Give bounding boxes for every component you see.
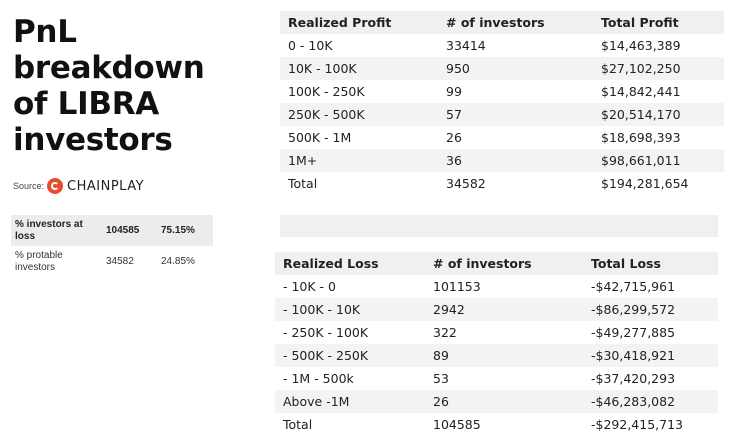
- table-row: 500K - 1M 26 $18,698,393: [280, 126, 724, 149]
- loss-table-body: - 10K - 0 101153 -$42,715,961- 100K - 10K 2…: [275, 275, 718, 436]
- table-cell: - 1M - 500k: [275, 367, 425, 390]
- table-row: - 10K - 0 101153 -$42,715,961: [275, 275, 718, 298]
- table-cell: 99: [438, 80, 593, 103]
- profit-table-body: 0 - 10K 33414 $14,463,389 10K - 100K 950 $27,…: [280, 34, 724, 195]
- summary-count: 34582: [106, 256, 134, 267]
- table-cell: 250K - 500K: [280, 103, 438, 126]
- table-row: 250K - 500K 57 $20,514,170: [280, 103, 724, 126]
- table-cell: -$292,415,713: [583, 413, 718, 436]
- table-cell: 104585: [425, 413, 583, 436]
- source-label: Source:: [13, 181, 45, 191]
- table-cell: 500K - 1M: [280, 126, 438, 149]
- table-row: % protable investors 34582 24.85%: [11, 246, 213, 277]
- summary-pct: 75.15%: [157, 215, 213, 246]
- table-row: Total 104585 -$292,415,713: [275, 413, 718, 436]
- table-row: Total 34582 $194,281,654: [280, 172, 724, 195]
- table-cell: 57: [438, 103, 593, 126]
- table-row: 1M+ 36 $98,661,011: [280, 149, 724, 172]
- divider-bar: [280, 215, 718, 237]
- column-header: Total Profit: [593, 11, 724, 34]
- table-header-row: Realized Profit # of investors Total Pro…: [280, 11, 724, 34]
- table-row: - 500K - 250K 89 -$30,418,921: [275, 344, 718, 367]
- column-header: # of investors: [425, 252, 583, 275]
- chainplay-logo-icon: [47, 178, 64, 194]
- table-row: 100K - 250K 99 $14,842,441: [280, 80, 724, 103]
- table-row: 10K - 100K 950 $27,102,250: [280, 57, 724, 80]
- page-title: PnL breakdown of LIBRA investors: [13, 14, 253, 158]
- table-cell: $14,842,441: [593, 80, 724, 103]
- realized-profit-table: Realized Profit # of investors Total Pro…: [280, 11, 724, 195]
- source-brand: CHAINPLAY: [67, 178, 145, 194]
- table-cell: $14,463,389: [593, 34, 724, 57]
- table-cell: $20,514,170: [593, 103, 724, 126]
- table-row: - 1M - 500k 53 -$37,420,293: [275, 367, 718, 390]
- table-cell: -$42,715,961: [583, 275, 718, 298]
- table-row: - 250K - 100K 322 -$49,277,885: [275, 321, 718, 344]
- table-header-row: Realized Loss # of investors Total Loss: [275, 252, 718, 275]
- table-cell: 10K - 100K: [280, 57, 438, 80]
- table-cell: 0 - 10K: [280, 34, 438, 57]
- table-cell: -$86,299,572: [583, 298, 718, 321]
- column-header: Total Loss: [583, 252, 718, 275]
- source-attribution: Source: CHAINPLAY: [13, 177, 144, 195]
- table-cell: 33414: [438, 34, 593, 57]
- table-cell: 322: [425, 321, 583, 344]
- table-cell: 26: [425, 390, 583, 413]
- table-cell: 1M+: [280, 149, 438, 172]
- table-cell: 89: [425, 344, 583, 367]
- summary-table: % investors at loss 104585 75.15% % prot…: [11, 215, 213, 277]
- table-cell: $18,698,393: [593, 126, 724, 149]
- summary-pct: 24.85%: [161, 256, 195, 267]
- table-cell: Above -1M: [275, 390, 425, 413]
- title-line: investors: [13, 122, 173, 158]
- table-cell: - 250K - 100K: [275, 321, 425, 344]
- title-line: PnL: [13, 14, 77, 50]
- table-row: % investors at loss 104585 75.15%: [11, 215, 213, 246]
- table-cell: -$49,277,885: [583, 321, 718, 344]
- table-cell: $98,661,011: [593, 149, 724, 172]
- table-cell: $194,281,654: [593, 172, 724, 195]
- realized-loss-table: Realized Loss # of investors Total Loss …: [275, 252, 718, 436]
- title-line: of LIBRA: [13, 86, 159, 122]
- table-cell: - 500K - 250K: [275, 344, 425, 367]
- table-row: 0 - 10K 33414 $14,463,389: [280, 34, 724, 57]
- table-row: - 100K - 10K 2942 -$86,299,572: [275, 298, 718, 321]
- table-cell: -$37,420,293: [583, 367, 718, 390]
- summary-label: % investors at loss: [11, 215, 102, 246]
- title-line: breakdown: [13, 50, 205, 86]
- column-header: Realized Profit: [280, 11, 438, 34]
- table-cell: Total: [280, 172, 438, 195]
- table-cell: -$30,418,921: [583, 344, 718, 367]
- table-cell: - 100K - 10K: [275, 298, 425, 321]
- table-cell: 34582: [438, 172, 593, 195]
- table-row: Above -1M 26 -$46,283,082: [275, 390, 718, 413]
- summary-count: 104585: [102, 215, 157, 246]
- table-cell: 26: [438, 126, 593, 149]
- table-cell: - 10K - 0: [275, 275, 425, 298]
- table-cell: -$46,283,082: [583, 390, 718, 413]
- table-cell: 101153: [425, 275, 583, 298]
- table-cell: Total: [275, 413, 425, 436]
- table-cell: 2942: [425, 298, 583, 321]
- table-cell: 950: [438, 57, 593, 80]
- column-header: Realized Loss: [275, 252, 425, 275]
- column-header: # of investors: [438, 11, 593, 34]
- table-cell: $27,102,250: [593, 57, 724, 80]
- summary-label: % protable investors: [15, 249, 63, 273]
- table-cell: 100K - 250K: [280, 80, 438, 103]
- table-cell: 36: [438, 149, 593, 172]
- table-cell: 53: [425, 367, 583, 390]
